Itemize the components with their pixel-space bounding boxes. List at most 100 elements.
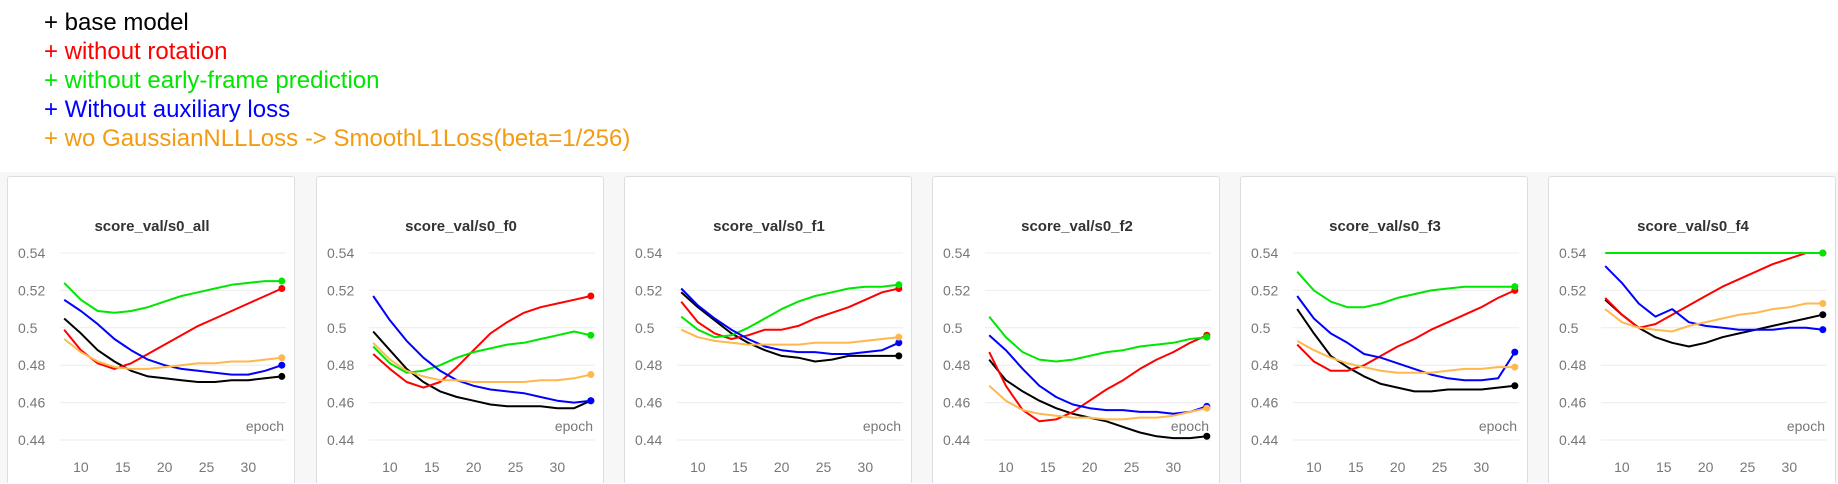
series-end-point-aux	[895, 339, 903, 347]
x-tick-label: 30	[1782, 459, 1798, 475]
y-tick-label: 0.54	[943, 245, 970, 261]
series-line-base	[680, 291, 899, 363]
series-end-point-base	[278, 372, 286, 380]
x-tick-label: 10	[690, 459, 706, 475]
x-tick-label: 20	[1082, 459, 1098, 475]
series-end-point-early	[895, 281, 903, 289]
series-end-point-early	[587, 331, 595, 339]
series-line-early	[1296, 271, 1515, 309]
series-end-point-aux	[1511, 348, 1519, 356]
legend-item-base-model: + base model	[44, 9, 189, 36]
series-line-base	[1296, 308, 1515, 393]
y-tick-label: 0.48	[1251, 357, 1278, 373]
x-tick-label: 25	[508, 459, 524, 475]
chart-panel-s0-f4: score_val/s0_f4 0.44 0.46 0.48 0.5 0.52 0.54 10…	[1548, 176, 1836, 483]
y-tick-label: 0.54	[635, 245, 662, 261]
y-tick-label: 0.48	[635, 357, 662, 373]
series-line-rotation	[680, 287, 900, 340]
series-end-point-gauss	[1511, 363, 1519, 371]
series-line-aux	[988, 334, 1208, 415]
x-axis-label: epoch	[1171, 418, 1209, 434]
y-tick-label: 0.54	[1251, 245, 1278, 261]
y-tick-label: 0.54	[18, 245, 45, 261]
series-line-rotation	[63, 287, 283, 370]
x-axis-label: epoch	[1787, 418, 1825, 434]
y-tick-label: 0.46	[635, 395, 662, 411]
x-tick-label: 30	[550, 459, 566, 475]
y-tick-label: 0.52	[635, 282, 662, 298]
series-end-point-aux	[587, 397, 595, 405]
x-tick-label: 20	[1390, 459, 1406, 475]
series-line-rotation	[988, 334, 1208, 423]
y-tick-label: 0.46	[943, 395, 970, 411]
series-end-point-gauss	[1203, 404, 1211, 412]
y-tick-label: 0.48	[943, 357, 970, 373]
x-tick-label: 10	[73, 459, 89, 475]
x-tick-label: 10	[1614, 459, 1630, 475]
y-tick-label: 0.5	[1559, 320, 1579, 336]
series-line-gauss	[1296, 340, 1515, 374]
series-end-point-aux	[1819, 326, 1827, 334]
y-tick-label: 0.52	[943, 282, 970, 298]
chart-panel-s0-f0: score_val/s0_f0 0.44 0.46 0.48 0.5 0.52 0.54 10…	[316, 176, 604, 483]
y-tick-label: 0.5	[1251, 320, 1271, 336]
y-tick-label: 0.46	[327, 395, 354, 411]
legend-item-smoothl1: + wo GaussianNLLLoss -> SmoothL1Loss(bet…	[44, 125, 631, 152]
series-end-point-base	[895, 352, 903, 360]
chart-title: score_val/s0_all	[94, 218, 209, 235]
line-chart: score_val/s0_f2 0.44 0.46 0.48 0.5 0.52 0.54 10…	[943, 218, 1211, 475]
y-tick-label: 0.44	[943, 432, 970, 448]
series-end-point-gauss	[278, 354, 286, 362]
y-tick-label: 0.44	[1251, 432, 1278, 448]
series-line-base	[63, 317, 282, 383]
series-line-aux	[680, 287, 900, 355]
x-tick-label: 25	[1432, 459, 1448, 475]
chart-title: score_val/s0_f4	[1637, 218, 1749, 235]
y-tick-label: 0.5	[635, 320, 655, 336]
y-tick-label: 0.52	[18, 282, 45, 298]
series-end-point-gauss	[587, 371, 595, 379]
y-tick-label: 0.54	[327, 245, 354, 261]
chart-title: score_val/s0_f2	[1021, 218, 1133, 235]
chart-title: score_val/s0_f1	[713, 218, 825, 235]
charts-strip	[0, 172, 1838, 483]
series-end-point-aux	[278, 361, 286, 369]
chart-title: score_val/s0_f0	[405, 218, 517, 235]
x-tick-label: 20	[466, 459, 482, 475]
x-tick-label: 15	[1040, 459, 1056, 475]
series-end-point-rotation	[278, 285, 286, 293]
x-tick-label: 15	[424, 459, 440, 475]
y-tick-label: 0.48	[18, 357, 45, 373]
y-tick-label: 0.48	[327, 357, 354, 373]
x-tick-label: 10	[382, 459, 398, 475]
x-tick-label: 25	[816, 459, 832, 475]
legend-item-without-aux-loss: + Without auxiliary loss	[44, 96, 291, 123]
legend-item-without-early-frame: + without early-frame prediction	[44, 67, 380, 94]
y-tick-label: 0.5	[18, 320, 38, 336]
x-tick-label: 25	[1740, 459, 1756, 475]
line-chart: score_val/s0_f3 0.44 0.46 0.48 0.5 0.52 0.54 10…	[1251, 218, 1519, 475]
x-axis-label: epoch	[1479, 418, 1517, 434]
series-line-gauss	[680, 328, 899, 346]
series-line-early	[988, 315, 1207, 363]
x-tick-label: 25	[199, 459, 215, 475]
x-tick-label: 20	[1698, 459, 1714, 475]
series-line-gauss	[988, 385, 1208, 421]
y-tick-label: 0.54	[1559, 245, 1586, 261]
chart-panel-s0-all: score_val/s0_all 0.44 0.46 0.48 0.5 0.52 0.54 1…	[7, 176, 295, 483]
x-tick-label: 20	[157, 459, 173, 475]
series-line-gauss	[372, 342, 592, 383]
x-tick-label: 15	[732, 459, 748, 475]
x-tick-label: 15	[1656, 459, 1672, 475]
series-line-rotation	[372, 295, 592, 389]
series-line-aux	[1296, 295, 1516, 382]
series-end-point-early	[1819, 249, 1827, 257]
series-end-point-early	[1511, 283, 1519, 291]
series-end-point-gauss	[895, 333, 903, 341]
y-tick-label: 0.44	[635, 432, 662, 448]
series-end-point-early	[1203, 333, 1211, 341]
x-tick-label: 15	[1348, 459, 1364, 475]
series-line-gauss	[1604, 302, 1823, 333]
y-tick-label: 0.5	[943, 320, 963, 336]
series-line-aux	[372, 295, 591, 404]
